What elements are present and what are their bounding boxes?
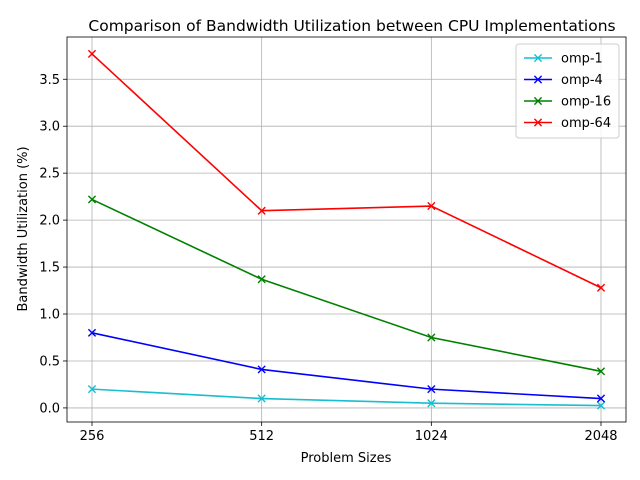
x-tick-label: 1024 — [415, 429, 448, 444]
data-point — [596, 401, 606, 410]
data-point — [596, 367, 606, 376]
legend-swatch-marker — [533, 75, 543, 84]
series-layer — [87, 49, 606, 410]
series-omp-1 — [87, 385, 606, 410]
legend-label: omp-64 — [561, 116, 611, 131]
data-point — [87, 195, 97, 204]
y-tick-label: 2.0 — [39, 214, 60, 229]
series-omp-64 — [87, 49, 606, 292]
y-tick-label: 1.0 — [39, 308, 60, 323]
y-tick-label: 0.5 — [39, 354, 60, 369]
legend-item: omp-1 — [524, 52, 603, 67]
y-tick-label: 1.5 — [39, 261, 60, 276]
series-omp-4 — [87, 328, 606, 403]
series-line — [91, 198, 602, 373]
x-axis-label: Problem Sizes — [301, 451, 392, 466]
chart-title: Comparison of Bandwidth Utilization betw… — [88, 17, 615, 35]
y-tick-label: 3.0 — [39, 120, 60, 135]
ticks: 256 512 1024 2048 0.0 0.5 1.0 1.5 2.0 2.5 3.0 3.5 — [39, 73, 617, 444]
data-point — [257, 394, 266, 403]
data-point — [427, 385, 436, 394]
legend-item: omp-4 — [524, 73, 603, 88]
x-tick-label: 256 — [80, 429, 105, 444]
data-point — [87, 328, 97, 337]
legend-label: omp-16 — [561, 95, 611, 110]
data-point — [427, 333, 436, 342]
y-axis-label: Bandwidth Utilization (%) — [16, 146, 31, 311]
y-tick-label: 2.5 — [39, 167, 60, 182]
legend-swatch-marker — [533, 96, 543, 106]
legend-swatch-marker — [533, 53, 543, 63]
x-tick-label: 2048 — [584, 429, 617, 444]
legend-swatch-marker — [533, 118, 543, 127]
data-point — [257, 275, 266, 284]
x-tick-label: 512 — [249, 429, 274, 444]
y-tick-label: 3.5 — [39, 73, 60, 88]
data-point — [427, 399, 436, 408]
legend-item: omp-64 — [524, 116, 611, 131]
data-point — [257, 206, 266, 215]
legend-item: omp-16 — [524, 95, 611, 110]
data-point — [87, 49, 97, 58]
legend: omp-1 omp-4 omp-16 omp-64 — [515, 43, 620, 139]
legend-label: omp-4 — [561, 73, 603, 88]
data-point — [427, 201, 436, 211]
series-line — [91, 53, 602, 289]
data-point — [596, 283, 606, 292]
series-line — [91, 388, 602, 407]
legend-label: omp-1 — [561, 52, 603, 67]
series-line — [91, 332, 602, 400]
series-omp-16 — [87, 195, 606, 376]
data-point — [257, 365, 266, 374]
y-tick-label: 0.0 — [39, 401, 60, 416]
legend-box — [515, 43, 620, 139]
data-point — [596, 394, 606, 403]
plot-frame — [66, 36, 627, 423]
data-point — [87, 385, 97, 394]
